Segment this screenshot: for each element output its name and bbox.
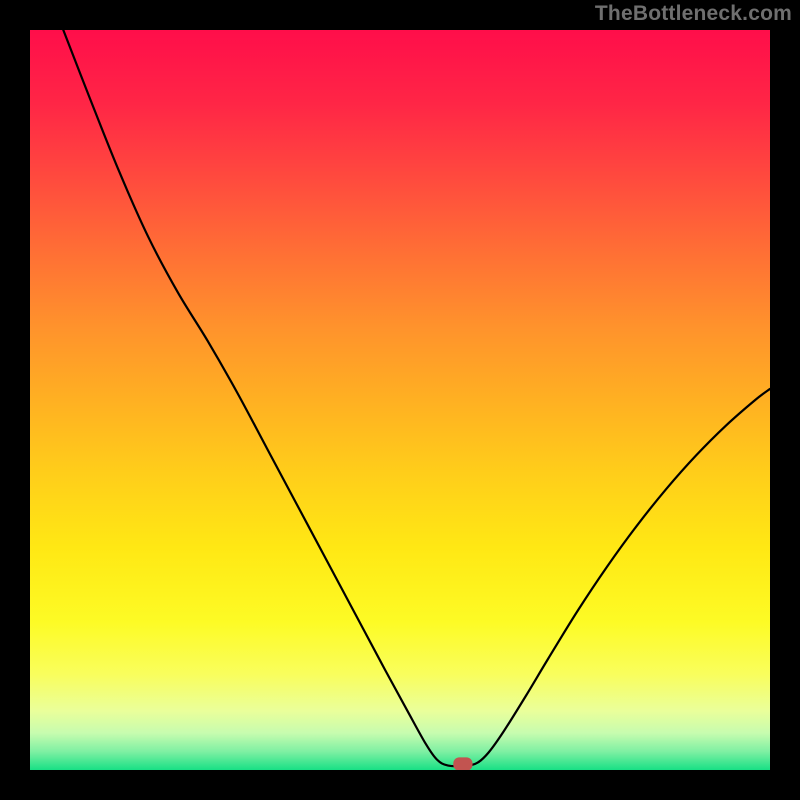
watermark-text: TheBottleneck.com [595, 2, 792, 26]
chart-container: TheBottleneck.com [0, 0, 800, 800]
chart-svg [30, 30, 770, 770]
gradient-background [30, 30, 770, 770]
plot-area [30, 30, 770, 770]
optimum-marker [453, 757, 472, 770]
